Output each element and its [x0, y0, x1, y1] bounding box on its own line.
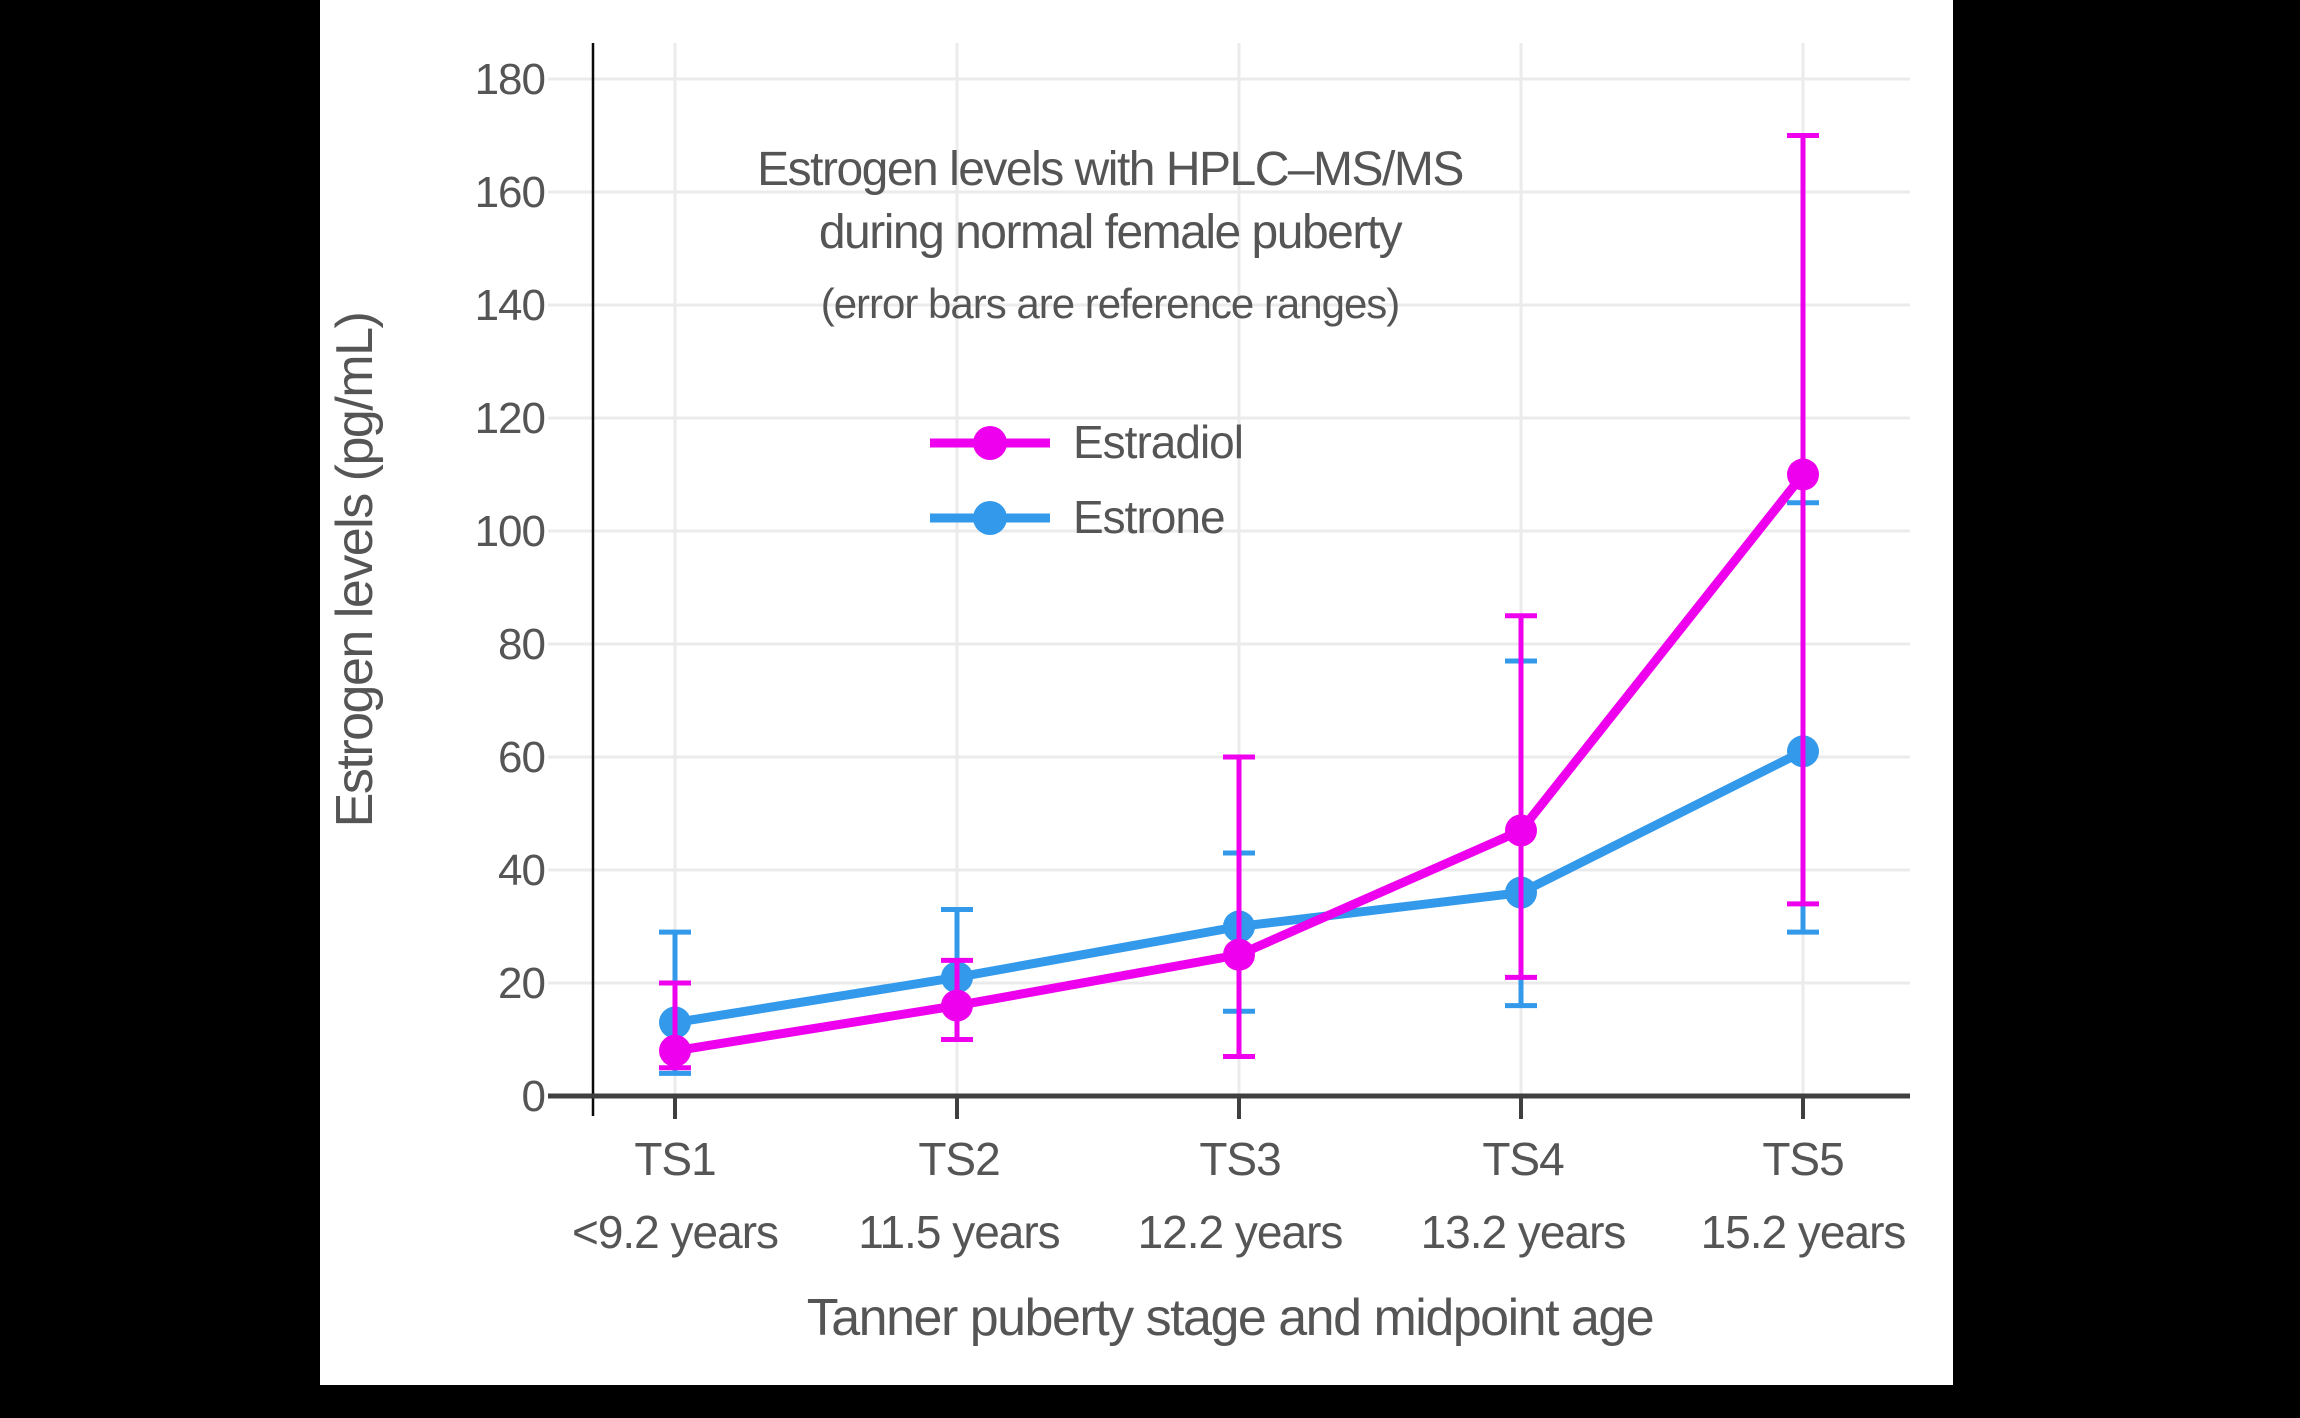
y-axis-title: Estrogen levels (pg/mL): [326, 313, 384, 828]
figure-canvas: Estrogen levels with HPLC–MS/MS during n…: [320, 0, 1953, 1385]
data-point-estradiol-ts2: [941, 989, 973, 1022]
error-bar-estradiol-ts5: [1787, 133, 1819, 907]
chart-title-line2: during normal female puberty: [819, 206, 1403, 259]
x-tick-ts4: TS4: [1482, 1133, 1564, 1185]
x-age-ts1: <9.2 years: [572, 1206, 778, 1258]
series-layer: [659, 133, 1819, 1076]
y-tick-120: 120: [475, 394, 545, 443]
axes-layer: [548, 43, 1910, 1119]
data-point-estradiol-ts5: [1787, 458, 1819, 491]
legend-item-estradiol: [930, 426, 1050, 460]
x-age-ts2: 11.5 years: [858, 1206, 1059, 1258]
x-age-ts5: 15.2 years: [1701, 1206, 1906, 1258]
y-tick-160: 160: [475, 168, 545, 217]
y-tick-40: 40: [498, 846, 545, 895]
chart-title-line1: Estrogen levels with HPLC–MS/MS: [757, 143, 1463, 196]
legend-label-estradiol: Estradiol: [1073, 416, 1243, 468]
data-point-estradiol-ts3: [1223, 938, 1255, 971]
error-bar-estradiol-ts4: [1505, 613, 1537, 980]
y-tick-0: 0: [522, 1072, 545, 1121]
x-tick-ts2: TS2: [918, 1133, 999, 1185]
series-estradiol: [659, 133, 1819, 1071]
y-tick-80: 80: [498, 620, 545, 669]
y-tick-60: 60: [498, 733, 545, 782]
x-age-ts4: 13.2 years: [1421, 1206, 1626, 1258]
data-point-estradiol-ts4: [1505, 814, 1537, 847]
y-tick-20: 20: [498, 959, 545, 1008]
y-tick-180: 180: [475, 55, 545, 104]
legend-marker-estrone: [973, 501, 1007, 535]
legend-marker-estradiol: [973, 426, 1007, 460]
y-tick-100: 100: [475, 507, 545, 556]
chart-subtitle: (error bars are reference ranges): [821, 280, 1400, 327]
x-tick-ts3: TS3: [1199, 1133, 1280, 1185]
x-axis-title: Tanner puberty stage and midpoint age: [807, 1289, 1653, 1347]
data-point-estradiol-ts1: [659, 1034, 691, 1067]
x-tick-ts1: TS1: [634, 1133, 715, 1185]
error-bar-estradiol-ts3: [1223, 754, 1255, 1059]
y-tick-140: 140: [475, 281, 545, 330]
x-tick-ts5: TS5: [1762, 1133, 1843, 1185]
legend-shapes-layer: [930, 426, 1050, 535]
legend-label-estrone: Estrone: [1073, 491, 1225, 543]
x-age-ts3: 12.2 years: [1138, 1206, 1343, 1258]
estrogen-chart: Estrogen levels with HPLC–MS/MS during n…: [326, 43, 1910, 1347]
legend-item-estrone: [930, 501, 1050, 535]
